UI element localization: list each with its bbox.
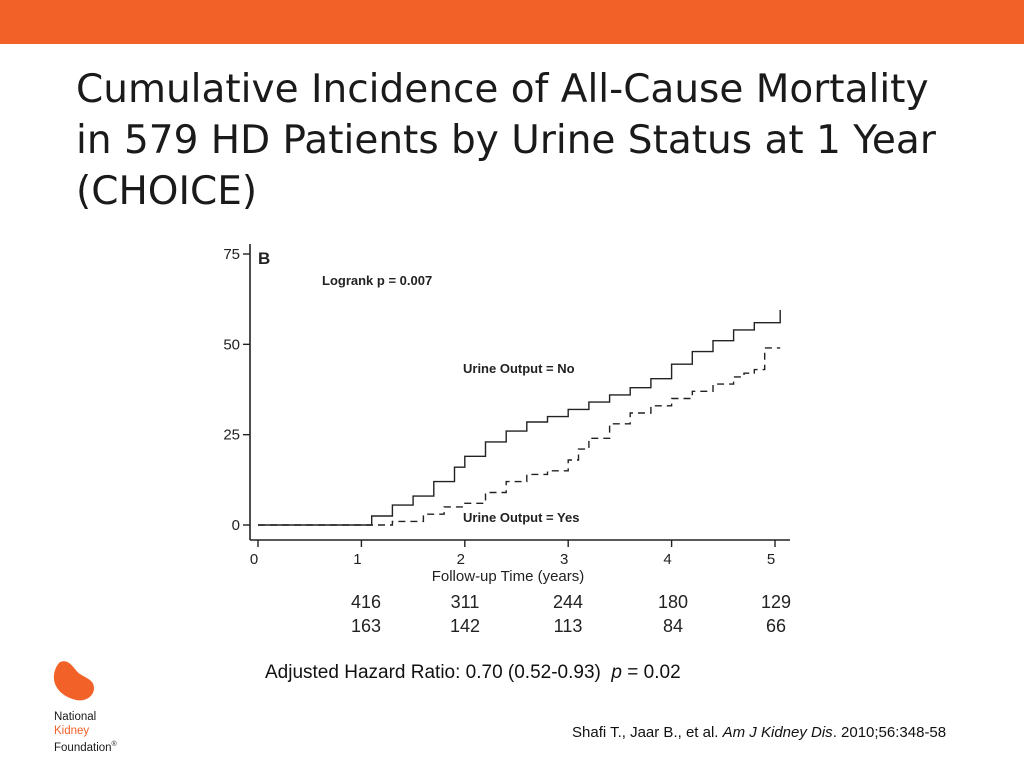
top-accent-bar — [0, 0, 1024, 44]
hazard-ratio-text: Adjusted Hazard Ratio: 0.70 (0.52-0.93) … — [265, 662, 681, 684]
y-tick-label-25: 25 — [223, 427, 240, 444]
x-tick-label-1: 1 — [353, 551, 361, 568]
risk-value-row1-col5: 129 — [761, 592, 791, 612]
risk-value-row2-col3: 113 — [554, 616, 583, 636]
risk-value-row2-col5: 66 — [766, 616, 786, 636]
slide-title: Cumulative Incidence of All-Cause Mortal… — [76, 64, 976, 217]
risk-table: 416 311 244 180 129 163 142 113 84 66 — [351, 592, 791, 636]
title-line-1: Cumulative Incidence of All-Cause Mortal… — [76, 67, 929, 112]
logo-wordmark: National Kidney Foundation® — [54, 710, 117, 755]
chart-annotations: Follow-up Time (years) B Logrank p = 0.007… — [258, 249, 584, 585]
x-tick-label-2: 2 — [457, 551, 465, 568]
logo-registered-mark: ® — [111, 741, 117, 748]
urine-yes-annotation: Urine Output = Yes — [463, 510, 579, 525]
risk-value-row1-col2: 311 — [451, 592, 480, 612]
urine-no-annotation: Urine Output = No — [463, 361, 575, 376]
x-tick-label-5: 5 — [767, 551, 775, 568]
risk-value-row2-col2: 142 — [450, 616, 480, 636]
title-line-3: (CHOICE) — [76, 169, 258, 214]
logrank-annotation: Logrank p = 0.007 — [322, 273, 432, 288]
title-line-2: in 579 HD Patients by Urine Status at 1 … — [76, 118, 936, 163]
hazard-p-letter: p — [611, 662, 622, 683]
citation: Shafi T., Jaar B., et al. Am J Kidney Di… — [572, 724, 946, 741]
x-tick-label-0: 0 — [250, 551, 258, 568]
series-line-urine-no — [258, 310, 781, 526]
y-tick-label-0: 0 — [232, 517, 240, 534]
hazard-ratio-value: Adjusted Hazard Ratio: 0.70 (0.52-0.93) — [265, 662, 601, 683]
hazard-p-value: = 0.02 — [627, 662, 681, 683]
x-tick-label-4: 4 — [663, 551, 671, 568]
risk-value-row2-col4: 84 — [663, 616, 683, 636]
risk-value-row1-col4: 180 — [658, 592, 688, 612]
kidney-logo-icon — [53, 661, 94, 701]
risk-value-row2-col1: 163 — [351, 616, 381, 636]
panel-label: B — [258, 249, 270, 268]
chart-axes — [249, 244, 790, 541]
risk-value-row1-col3: 244 — [553, 592, 583, 612]
logo-line-foundation: Foundation® — [54, 738, 117, 755]
chart-series — [258, 310, 781, 526]
y-tick-label-50: 50 — [223, 336, 240, 353]
risk-value-row1-col1: 416 — [351, 592, 381, 612]
citation-authors: Shafi T., Jaar B., et al. — [572, 724, 719, 741]
y-tick-label-75: 75 — [223, 246, 240, 263]
citation-journal: Am J Kidney Dis — [722, 724, 833, 741]
logo-line-national: National — [54, 711, 97, 723]
logo-line-kidney: Kidney — [54, 725, 90, 737]
x-tick-label-3: 3 — [560, 551, 568, 568]
citation-details: . 2010;56:348-58 — [832, 724, 947, 741]
x-axis-label: Follow-up Time (years) — [432, 568, 585, 585]
logo-foundation-text: Foundation — [54, 741, 112, 754]
